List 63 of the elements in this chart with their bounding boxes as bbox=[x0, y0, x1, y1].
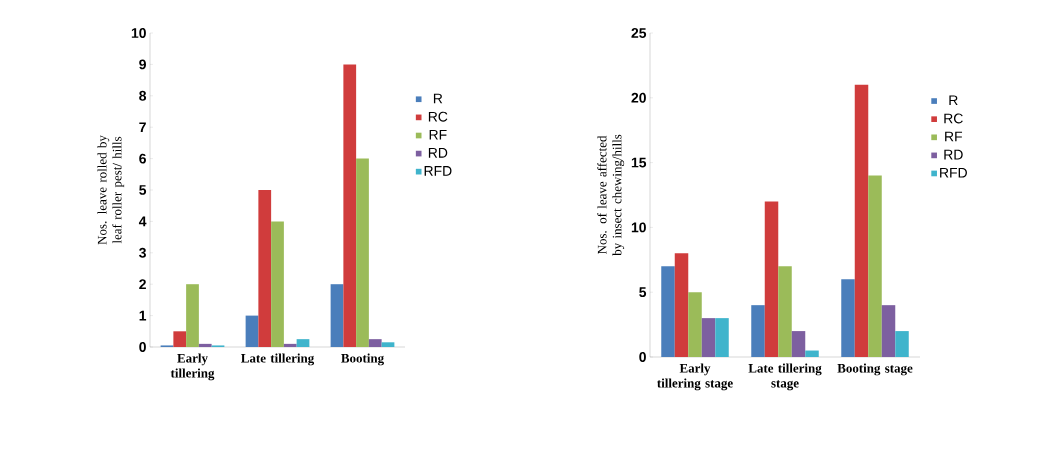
bar bbox=[330, 284, 344, 347]
bar bbox=[701, 318, 716, 357]
bar bbox=[173, 331, 187, 347]
y-axis-title: Nos. of leave affected by insect chewing/hills bbox=[597, 134, 625, 256]
legend-label: RC bbox=[944, 113, 963, 124]
bar bbox=[296, 339, 310, 347]
bar bbox=[764, 201, 779, 357]
bar bbox=[805, 350, 819, 357]
y-tick-label: 7 bbox=[139, 122, 146, 132]
legend-label: RC bbox=[428, 111, 448, 122]
legend-label: RF bbox=[429, 129, 447, 140]
y-tick-label: 10 bbox=[131, 28, 146, 38]
y-tick-label: 2 bbox=[139, 279, 146, 290]
legend-label: RFD bbox=[940, 167, 967, 178]
y-tick-label: 25 bbox=[631, 28, 647, 38]
x-tick-label: Booting stage bbox=[837, 363, 913, 376]
legend-label: RF bbox=[945, 131, 963, 142]
legend-label: R bbox=[949, 95, 958, 106]
bar bbox=[841, 279, 855, 357]
bar bbox=[258, 190, 272, 347]
bar bbox=[198, 343, 212, 347]
bar bbox=[356, 158, 369, 347]
bar bbox=[381, 342, 395, 347]
y-tick-label: 1 bbox=[139, 310, 147, 321]
bar bbox=[881, 305, 896, 357]
y-tick-label: 4 bbox=[138, 216, 147, 227]
bar bbox=[245, 315, 259, 347]
bar bbox=[715, 318, 729, 357]
y-tick-label: 9 bbox=[139, 59, 146, 70]
legend-label: RD bbox=[944, 149, 963, 160]
bar bbox=[343, 64, 357, 347]
bar bbox=[688, 292, 702, 357]
y-tick-label: 6 bbox=[139, 153, 146, 164]
y-axis-title: Nos. leave rolled by leaf roller pest/ hills bbox=[97, 135, 125, 245]
bar bbox=[778, 266, 792, 357]
bar bbox=[271, 221, 284, 347]
bar bbox=[751, 305, 765, 357]
y-tick-label: 10 bbox=[631, 222, 646, 233]
bar bbox=[854, 84, 869, 357]
x-tick-label: Late tillering stage bbox=[748, 363, 822, 391]
x-tick-label: Late tillering bbox=[241, 353, 315, 366]
bar bbox=[791, 331, 806, 357]
y-tick-label: 20 bbox=[631, 92, 646, 103]
y-tick-label: 3 bbox=[139, 247, 146, 258]
legend-label: RD bbox=[428, 148, 448, 158]
legend-label: R bbox=[433, 93, 443, 104]
y-tick-label: 15 bbox=[631, 157, 647, 168]
bar bbox=[868, 175, 882, 357]
y-tick-label: 5 bbox=[139, 185, 147, 195]
x-tick-label: Booting bbox=[341, 353, 384, 366]
x-tick-label: Early tillering bbox=[170, 353, 215, 381]
bar bbox=[895, 331, 909, 357]
bar bbox=[186, 284, 199, 347]
bar bbox=[674, 253, 689, 357]
bar bbox=[368, 339, 382, 347]
legend-label: RFD bbox=[424, 166, 452, 176]
bar bbox=[283, 343, 297, 347]
y-tick-label: 8 bbox=[139, 90, 147, 101]
y-tick-label: 0 bbox=[139, 342, 146, 352]
x-tick-label: Early tillering stage bbox=[657, 363, 733, 391]
y-tick-label: 0 bbox=[639, 352, 646, 362]
bar bbox=[661, 266, 675, 357]
y-tick-label: 5 bbox=[639, 287, 647, 298]
